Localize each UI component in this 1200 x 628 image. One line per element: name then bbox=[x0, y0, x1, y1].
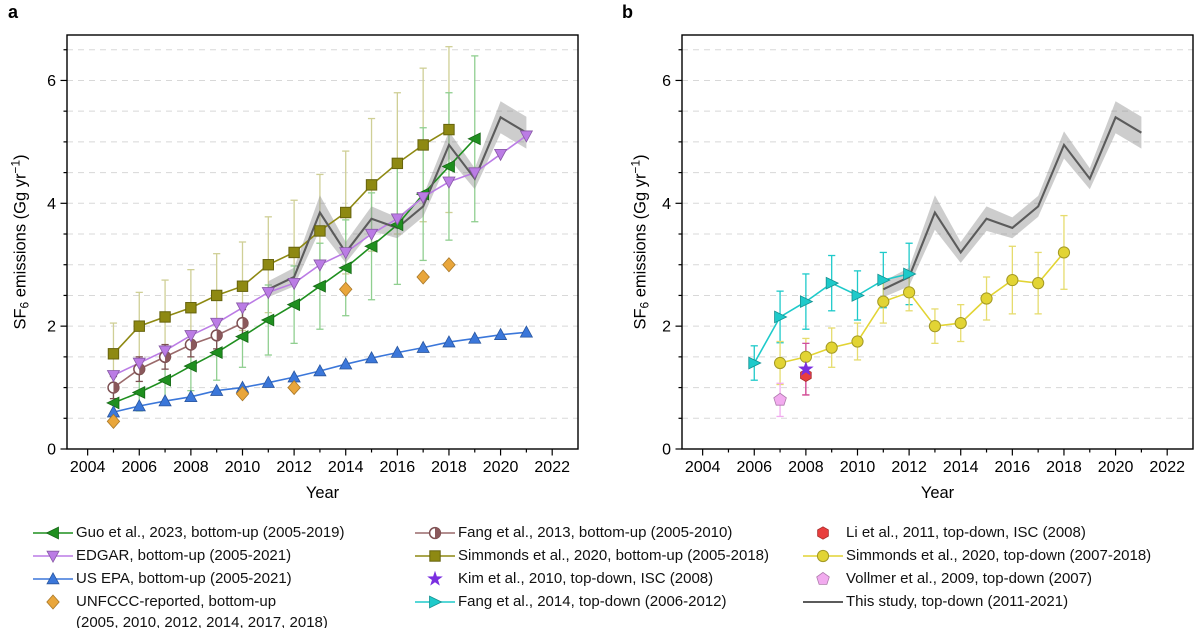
svg-text:0: 0 bbox=[662, 442, 671, 459]
svg-text:6: 6 bbox=[662, 73, 671, 90]
panel-b-label: b bbox=[622, 2, 633, 22]
svg-text:2014: 2014 bbox=[943, 459, 979, 476]
svg-text:2020: 2020 bbox=[483, 459, 519, 476]
legend-none-marker-icon bbox=[803, 600, 843, 603]
legend-item-label: Guo et al., 2023, bottom-up (2005-2019) bbox=[76, 524, 345, 541]
legend-item-label: Simmonds et al., 2020, top-down (2007-20… bbox=[846, 547, 1152, 564]
legend-item-label: Fang et al., 2013, bottom-up (2005-2010) bbox=[458, 524, 733, 541]
legend-column: Li et al., 2011, top-down, ISC (2008) Sim… bbox=[800, 521, 1151, 613]
legend-item-label: EDGAR, bottom-up (2005-2021) bbox=[76, 547, 292, 564]
svg-text:6: 6 bbox=[47, 73, 56, 90]
legend-item-label: Simmonds et al., 2020, bottom-up (2005-2… bbox=[458, 547, 770, 564]
legend-item-label: This study, top-down (2011-2021) bbox=[846, 593, 1069, 610]
legend-tri_left-marker-icon bbox=[33, 526, 73, 539]
svg-text:2014: 2014 bbox=[328, 459, 364, 476]
legend-star-marker-icon bbox=[427, 570, 443, 586]
svg-text:0: 0 bbox=[47, 442, 56, 459]
svg-text:2008: 2008 bbox=[788, 459, 824, 476]
legend-tri_right-marker-icon bbox=[415, 595, 455, 608]
legend-circle-marker-icon bbox=[803, 549, 843, 562]
legend-item-label: Fang et al., 2014, top-down (2006-2012) bbox=[458, 593, 727, 610]
panel-b-chart: 2004 2006 2008 2010 2012 2014 2016 2018 2020 2022… bbox=[662, 34, 1194, 502]
legend-item: Simmonds et al., 2020, bottom-up (2005-2… bbox=[412, 544, 769, 567]
legend-hexagon-marker-icon bbox=[817, 525, 829, 540]
legend-item-label: Li et al., 2011, top-down, ISC (2008) bbox=[846, 524, 1086, 541]
legend-item: Li et al., 2011, top-down, ISC (2008) bbox=[800, 521, 1151, 544]
svg-text:4: 4 bbox=[662, 196, 671, 213]
svg-text:4: 4 bbox=[47, 196, 56, 213]
legend-item: UNFCCC-reported, bottom-up bbox=[30, 590, 345, 613]
svg-text:2018: 2018 bbox=[1046, 459, 1082, 476]
legend-item: Vollmer et al., 2009, top-down (2007) bbox=[800, 567, 1151, 590]
legend-item: Simmonds et al., 2020, top-down (2007-20… bbox=[800, 544, 1151, 567]
svg-text:2022: 2022 bbox=[534, 459, 570, 476]
legend-item-label: US EPA, bottom-up (2005-2021) bbox=[76, 570, 292, 587]
svg-text:2: 2 bbox=[662, 319, 671, 336]
svg-text:2018: 2018 bbox=[431, 459, 467, 476]
legend-item: Fang et al., 2013, bottom-up (2005-2010) bbox=[412, 521, 769, 544]
legend-column: Fang et al., 2013, bottom-up (2005-2010)… bbox=[412, 521, 769, 613]
legend-item: Fang et al., 2014, top-down (2006-2012) bbox=[412, 590, 769, 613]
svg-text:2008: 2008 bbox=[173, 459, 209, 476]
svg-text:2006: 2006 bbox=[121, 459, 157, 476]
svg-text:2020: 2020 bbox=[1098, 459, 1134, 476]
legend-item: US EPA, bottom-up (2005-2021) bbox=[30, 567, 345, 590]
legend-item: EDGAR, bottom-up (2005-2021) bbox=[30, 544, 345, 567]
legend-item-label: Vollmer et al., 2009, top-down (2007) bbox=[846, 570, 1092, 587]
legend-tri_up-marker-icon bbox=[33, 571, 73, 584]
svg-text:2010: 2010 bbox=[840, 459, 876, 476]
svg-text:2: 2 bbox=[47, 319, 56, 336]
svg-text:2016: 2016 bbox=[995, 459, 1031, 476]
legend-item-label: UNFCCC-reported, bottom-up bbox=[76, 593, 277, 610]
legend-item-label-line2: (2005, 2010, 2012, 2014, 2017, 2018) bbox=[76, 614, 328, 628]
legend-half_circle-marker-icon bbox=[415, 526, 455, 539]
svg-text:Year: Year bbox=[306, 484, 340, 502]
svg-text:2004: 2004 bbox=[685, 459, 721, 476]
legend-column: Guo et al., 2023, bottom-up (2005-2019) E… bbox=[30, 521, 345, 628]
legend-item-label: Kim et al., 2010, top-down, ISC (2008) bbox=[458, 570, 714, 587]
svg-text:2022: 2022 bbox=[1149, 459, 1185, 476]
legend-diamond-marker-icon bbox=[46, 593, 60, 610]
legend-square-marker-icon bbox=[415, 549, 455, 562]
legend-tri_down-marker-icon bbox=[33, 550, 73, 563]
legend-item: Kim et al., 2010, top-down, ISC (2008) bbox=[412, 567, 769, 590]
panel-a-chart: 2004 2006 2008 2010 2012 2014 2016 2018 2020 2022… bbox=[47, 34, 579, 502]
svg-text:2016: 2016 bbox=[380, 459, 416, 476]
svg-text:2010: 2010 bbox=[225, 459, 261, 476]
legend-item: Guo et al., 2023, bottom-up (2005-2019) bbox=[30, 521, 345, 544]
legend-pentagon-marker-icon bbox=[816, 571, 830, 585]
svg-text:2004: 2004 bbox=[70, 459, 106, 476]
svg-text:2006: 2006 bbox=[736, 459, 772, 476]
svg-text:2012: 2012 bbox=[891, 459, 927, 476]
panel-a-label: a bbox=[8, 2, 19, 22]
svg-text:2012: 2012 bbox=[276, 459, 312, 476]
svg-text:Year: Year bbox=[921, 484, 955, 502]
legend-item: This study, top-down (2011-2021) bbox=[800, 590, 1151, 613]
